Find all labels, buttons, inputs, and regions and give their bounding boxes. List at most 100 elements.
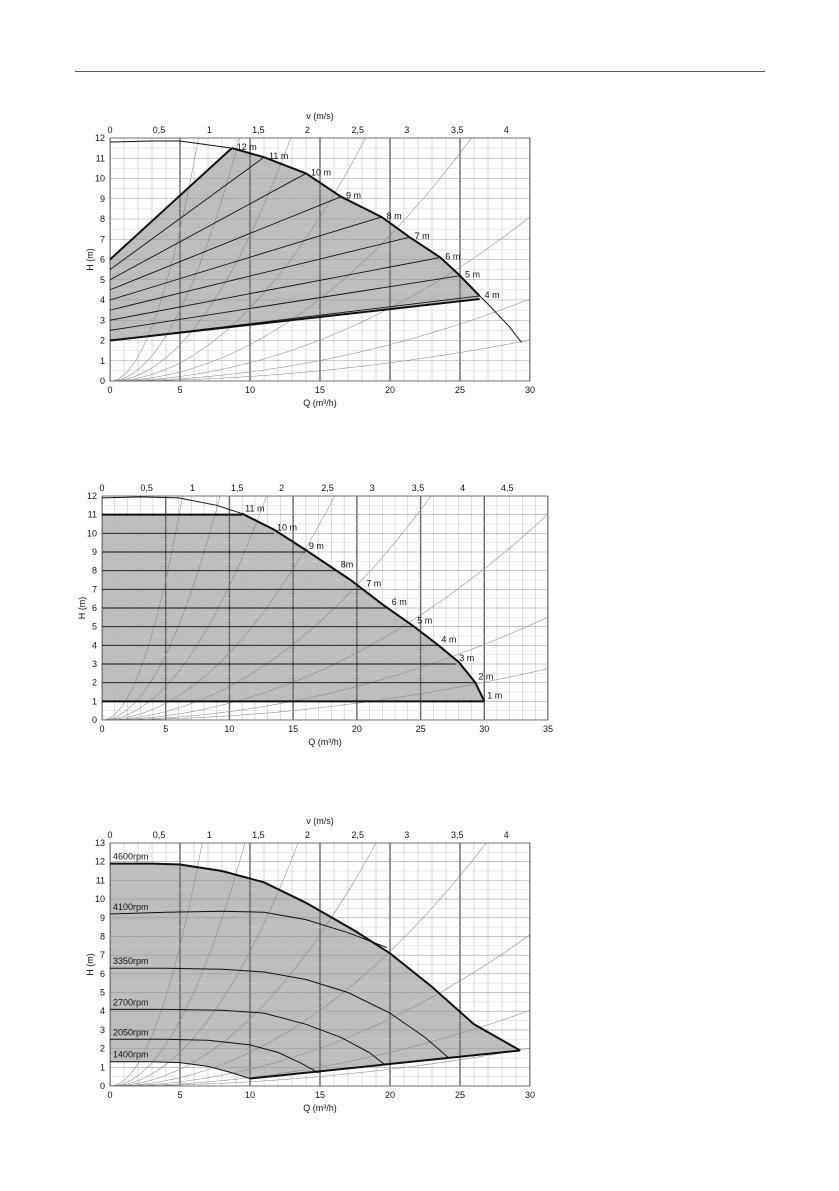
x-tick-label: 10: [245, 385, 255, 395]
y-tick-label: 13: [95, 838, 105, 848]
max-curve-thick: [241, 512, 486, 702]
speed-label: 1400rpm: [113, 1050, 149, 1060]
setpoint-label: 10 m: [277, 522, 297, 532]
y-tick-label: 1: [100, 356, 105, 366]
system-curve: [102, 668, 548, 720]
v-tick-label: 1,5: [252, 830, 265, 840]
system-curve: [102, 496, 267, 720]
y-tick-label: 2: [92, 678, 97, 688]
y-tick-label: 9: [100, 913, 105, 923]
y-tick-label: 10: [87, 528, 97, 538]
speed-label: 2050rpm: [113, 1027, 149, 1037]
system-curves: [102, 496, 548, 720]
chart-constant-pressure-proportional: 12 m11 m10 m9 m8 m7 m6 m5 m4 m0 5 10 15 20 25…: [85, 111, 535, 408]
y-tick-label: 12: [95, 857, 105, 867]
y-tick-label: 7: [100, 234, 105, 244]
x-tick-label: 5: [177, 1090, 182, 1100]
setpoint-label: 4 m: [441, 634, 456, 644]
page-header-rule: [75, 71, 765, 72]
setpoint-label: 7 m: [415, 231, 430, 241]
setpoint-label: 6 m: [445, 251, 460, 261]
x-tick-label: 20: [385, 385, 395, 395]
setpoint-line: [109, 196, 342, 291]
speed-curve: [110, 967, 450, 1059]
y-tick-label: 6: [92, 603, 97, 613]
speed-label: 3350rpm: [113, 956, 149, 966]
y-tick-label: 8: [100, 931, 105, 941]
setpoint-label: 3 m: [459, 653, 474, 663]
system-curve: [102, 496, 336, 720]
x-tick-label: 20: [385, 1090, 395, 1100]
y-tick-label: 6: [100, 255, 105, 265]
operating-region: [110, 863, 521, 1079]
system-curve: [102, 496, 183, 720]
system-curve: [102, 496, 221, 720]
v-tick-label: 1: [207, 125, 212, 135]
system-curve: [110, 138, 240, 381]
setpoint-line: [109, 173, 307, 281]
y-tick-label: 4: [92, 640, 97, 650]
y-tick-label: 10: [95, 894, 105, 904]
v-tick-label: 3: [370, 483, 375, 493]
min-limit-line: [249, 1049, 521, 1080]
y-tick-label: 5: [92, 622, 97, 632]
v-axis-label: v (m/s): [306, 816, 334, 826]
setpoint-label: 11 m: [245, 504, 264, 514]
setpoint-line: [109, 236, 410, 311]
setpoint-label: 7 m: [366, 578, 381, 588]
setpoint-line: [109, 216, 382, 301]
v-tick-label: 2: [305, 125, 310, 135]
x-tick-label: 30: [525, 1090, 535, 1100]
y-tick-label: 9: [92, 547, 97, 557]
y-tick-label: 7: [92, 584, 97, 594]
x-tick-label: 30: [525, 385, 535, 395]
x-tick-label: 20: [352, 724, 362, 734]
y-tick-label: 5: [100, 275, 105, 285]
y-tick-label: 4: [100, 295, 105, 305]
y-tick-label: 3: [92, 659, 97, 669]
max-curve-thin: [109, 140, 232, 149]
v-tick-label: 2,5: [352, 830, 365, 840]
y-tick-label: 2: [100, 336, 105, 346]
y-tick-label: 11: [96, 153, 105, 163]
y-tick-label: 9: [100, 194, 105, 204]
y-axis-label: H (m): [85, 953, 95, 976]
x-tick-label: 15: [288, 724, 298, 734]
x-tick-label: 15: [315, 385, 325, 395]
x-tick-label: 0: [107, 385, 112, 395]
lower-limit-line: [109, 298, 480, 342]
v-tick-label: 2,5: [352, 125, 365, 135]
y-tick-label: 11: [96, 875, 105, 885]
speed-curve: [110, 1038, 319, 1074]
setpoint-label: 9 m: [309, 541, 324, 551]
system-curve: [110, 934, 530, 1086]
upper-limit-line: [109, 147, 233, 261]
x-axis-label: Q (m³/h): [308, 737, 342, 747]
operating-region: [110, 148, 480, 341]
speed-curve: [109, 910, 388, 949]
v-tick-label: 2: [305, 830, 310, 840]
speed-curve: [110, 1061, 251, 1079]
v-axis-label: v (m/s): [306, 111, 334, 121]
y-tick-label: 7: [100, 950, 105, 960]
x-tick-label: 30: [479, 724, 489, 734]
setpoint-label: 8m: [341, 560, 354, 570]
v-tick-label: 0,5: [153, 830, 166, 840]
y-tick-label: 5: [100, 988, 105, 998]
system-curve: [110, 843, 299, 1086]
v-tick-label: 2: [279, 483, 284, 493]
chart-constant-speed: 4600rpm 4100rpm 3350rpm 2700rpm 2050rpm 1400r…: [85, 816, 535, 1113]
x-tick-label: 0: [99, 724, 104, 734]
v-tick-label: 4: [460, 483, 465, 493]
setpoint-line: [109, 257, 441, 321]
y-tick-label: 8: [100, 214, 105, 224]
setpoint-label: 2 m: [478, 672, 493, 682]
system-curve: [110, 843, 377, 1086]
system-curve: [102, 496, 432, 720]
setpoint-label: 12 m: [237, 142, 257, 152]
v-tick-label: 3: [404, 125, 409, 135]
max-curve-thin: [101, 496, 243, 515]
v-tick-label: 0: [107, 830, 112, 840]
x-tick-label: 25: [455, 1090, 465, 1100]
x-tick-label: 25: [416, 724, 426, 734]
